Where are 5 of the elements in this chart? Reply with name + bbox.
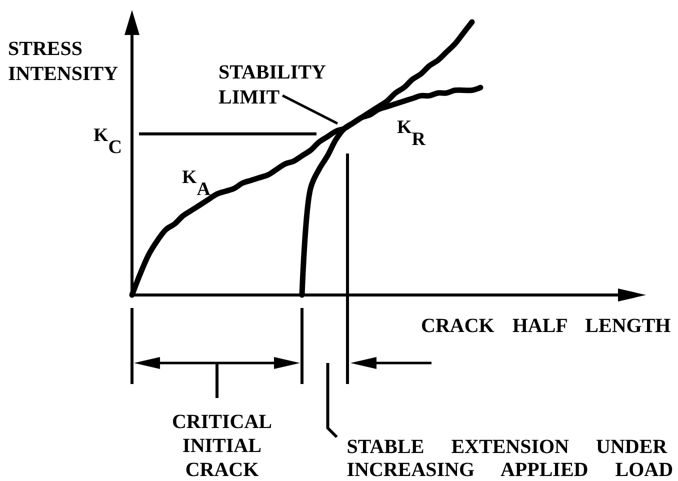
annotation: STABILITY LIMIT bbox=[218, 61, 327, 108]
x-axis-title: CRACK HALF LENGTH bbox=[421, 315, 672, 337]
y-axis-title: STRESS INTENSITY bbox=[8, 38, 119, 85]
text: STABLE EXTENSION UNDER INCREASING APPLIED LOAD bbox=[346, 436, 674, 481]
text: CRITICAL INITIAL CRACK bbox=[172, 411, 272, 481]
